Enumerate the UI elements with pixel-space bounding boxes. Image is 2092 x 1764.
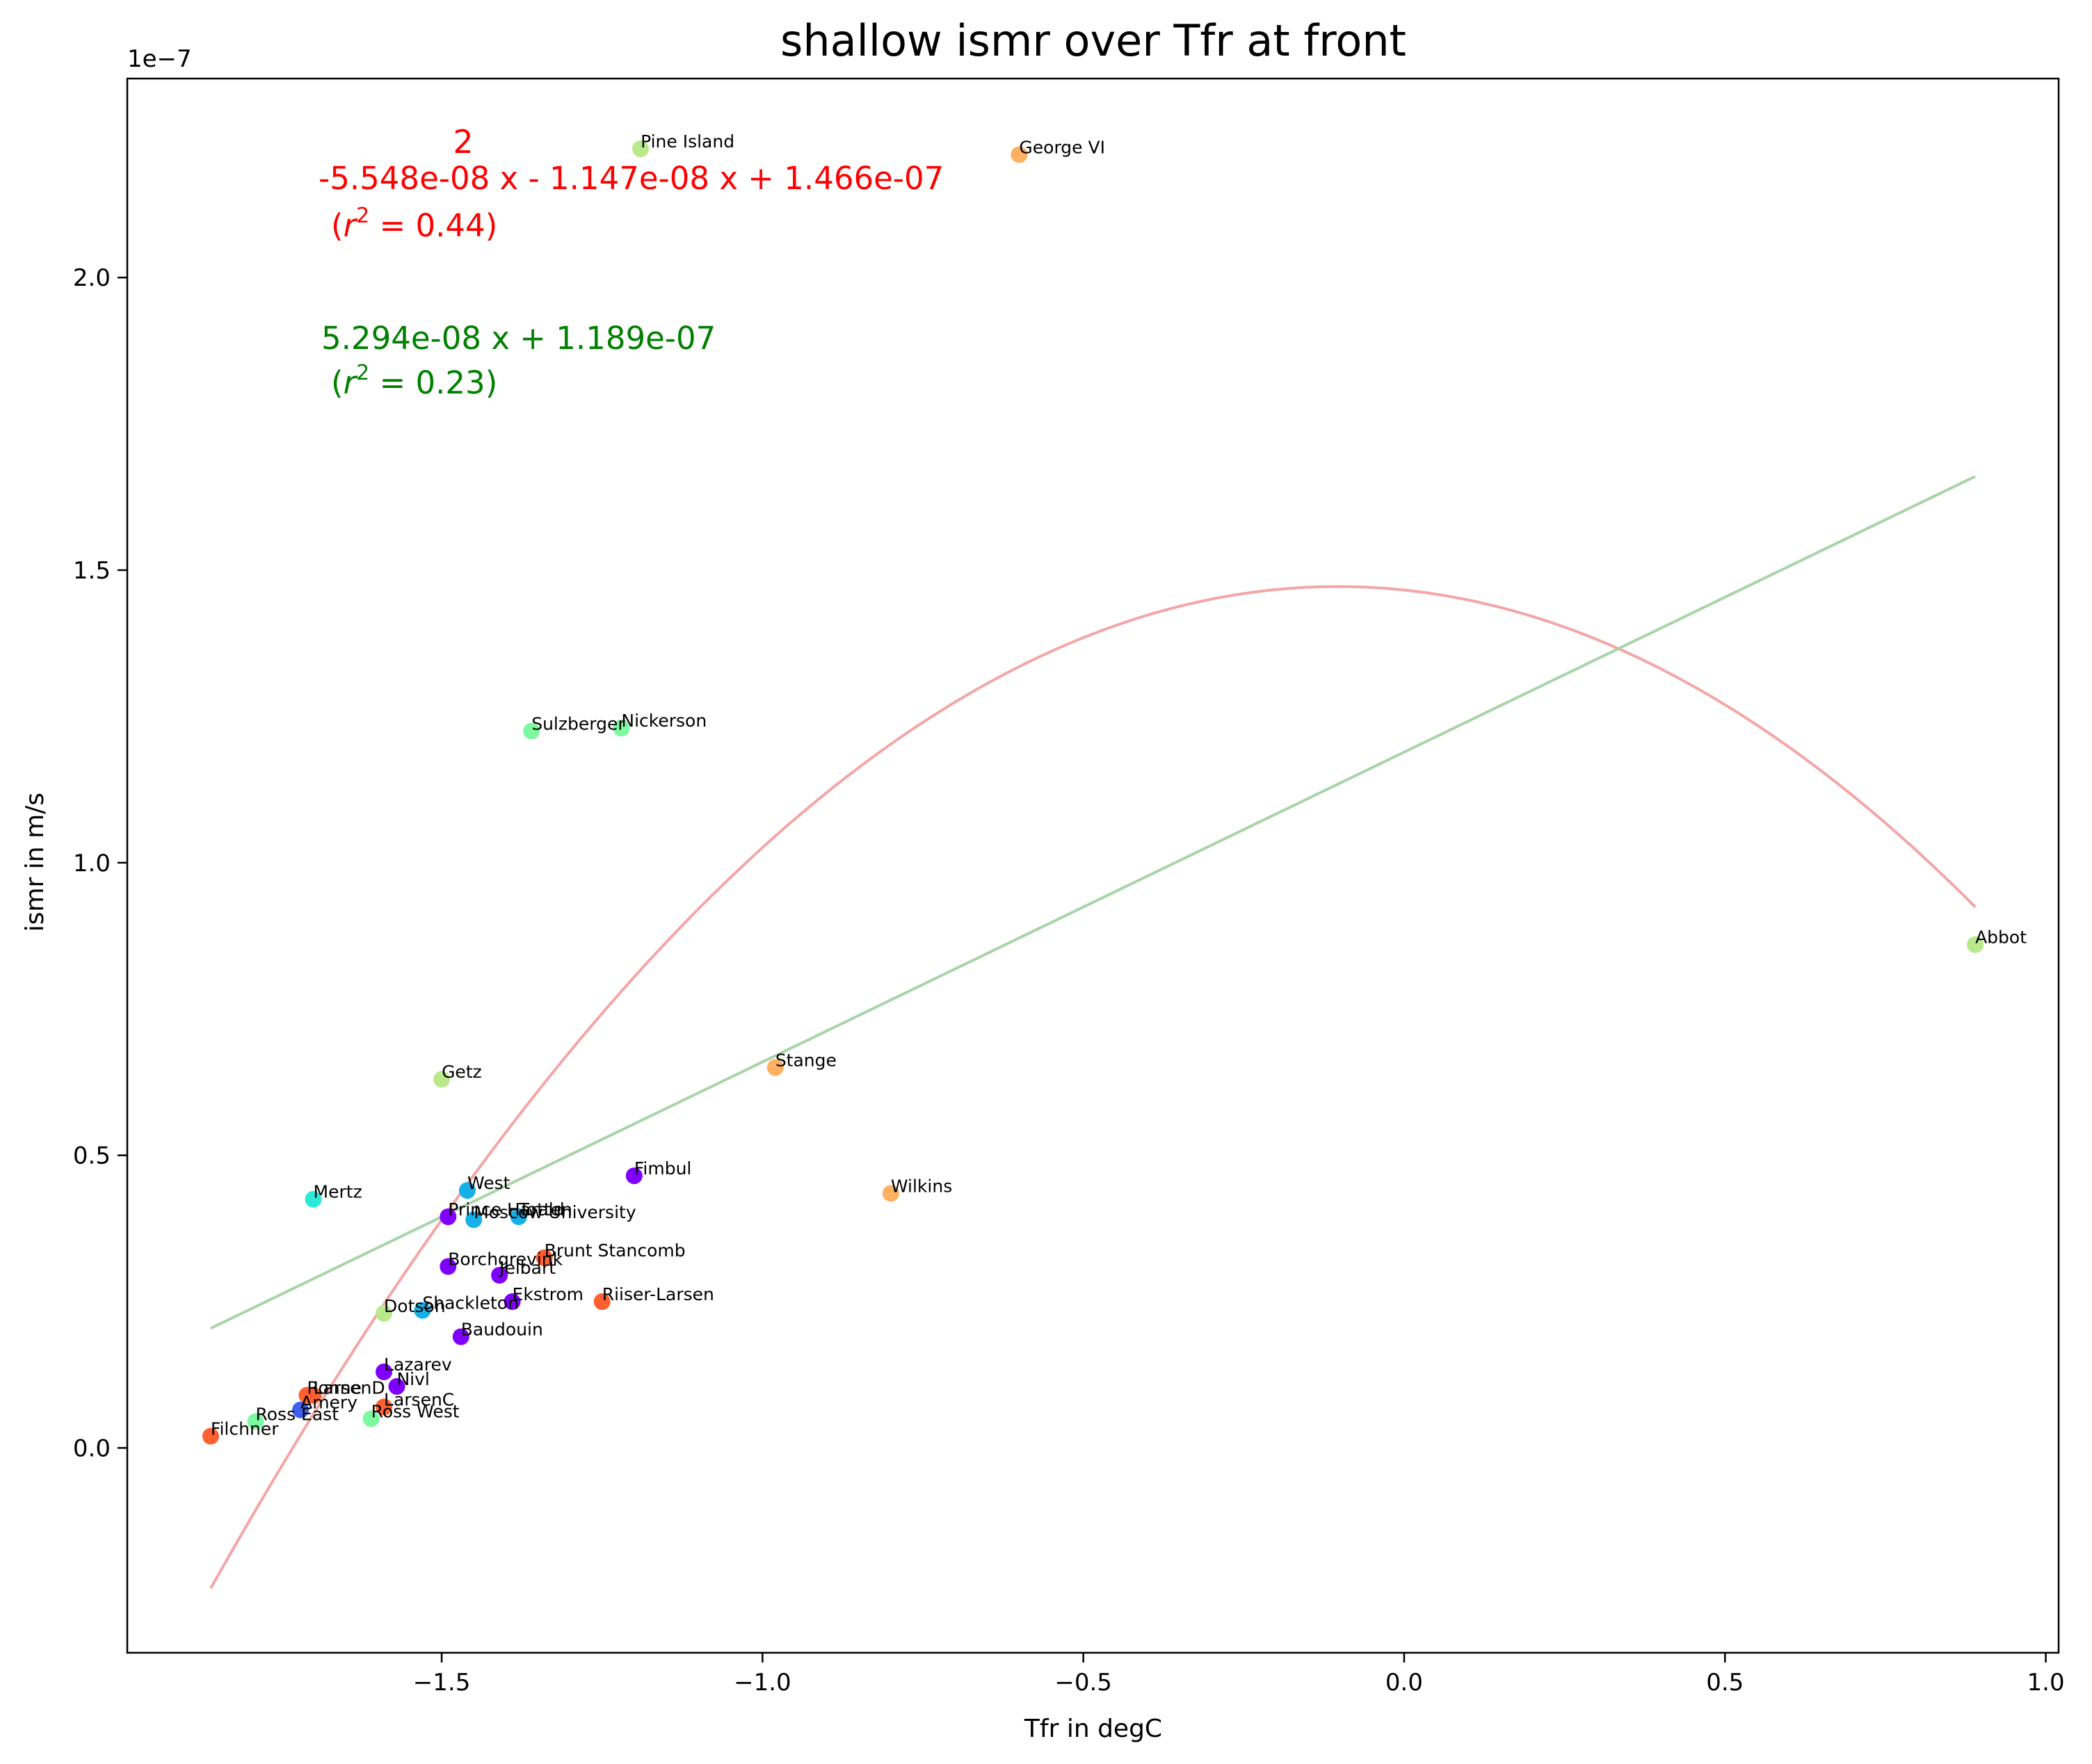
point-label: Pine Island	[641, 131, 734, 152]
linear-fit-r2: (r2 = 0.23)	[331, 361, 497, 401]
data-point	[882, 1185, 899, 1202]
scatter-points	[202, 140, 1984, 1445]
point-label: Amery	[300, 1393, 357, 1413]
data-point	[440, 1208, 457, 1225]
point-label: Lazarev	[384, 1354, 452, 1375]
x-tick-label: −1.5	[413, 1669, 471, 1697]
data-point	[625, 1167, 643, 1185]
point-label: Filchner	[211, 1419, 279, 1439]
data-point	[523, 722, 540, 740]
point-label: Brunt Stancomb	[545, 1240, 686, 1261]
point-label: Riiser-Larsen	[602, 1284, 714, 1304]
point-label: Jelbart	[498, 1258, 556, 1278]
point-label: Stange	[775, 1050, 837, 1070]
point-label: Nickerson	[621, 711, 707, 731]
x-axis-label: Tfr in degC	[1024, 1715, 1162, 1743]
point-label: Getz	[442, 1062, 482, 1082]
point-label: Shackleton	[422, 1293, 519, 1313]
data-point	[433, 1071, 451, 1088]
point-labels: Pine Island George VI Abbot SulzbergerNicke…	[211, 131, 2027, 1439]
point-label: LarsenC	[384, 1390, 454, 1410]
point-label: Ekstrom	[513, 1284, 584, 1304]
point-label: Abbot	[1975, 928, 2027, 948]
point-label: Ross West	[371, 1401, 460, 1421]
x-axis-ticks: −1.5 −1.0 −0.5 0.0 0.5 1.0	[413, 1653, 2065, 1697]
point-label: Nivl	[396, 1369, 429, 1389]
y-tick-label: 0.0	[73, 1434, 111, 1462]
point-label: Ronne	[307, 1378, 362, 1398]
point-label: Dotson	[384, 1296, 446, 1316]
data-point	[305, 1190, 322, 1208]
data-point	[376, 1364, 393, 1381]
x-tick-label: 0.0	[1385, 1669, 1423, 1697]
quadratic-fit-r2: (r2 = 0.44)	[331, 204, 497, 244]
data-point	[632, 140, 650, 157]
point-label: George VI	[1019, 137, 1105, 157]
data-point	[536, 1249, 553, 1266]
data-point	[458, 1182, 476, 1199]
point-label: Mertz	[314, 1182, 362, 1202]
fit-lines	[209, 475, 1977, 1589]
data-point	[452, 1328, 469, 1345]
point-label: Sulzberger	[531, 713, 625, 734]
data-point	[298, 1386, 316, 1404]
data-point	[440, 1258, 457, 1275]
data-point	[376, 1304, 393, 1322]
linear-fit-equation: 5.294e-08 x + 1.189e-07	[321, 320, 716, 357]
y-tick-label: 2.0	[73, 264, 111, 292]
point-label: West	[467, 1173, 510, 1193]
quadratic-fit-equation: -5.548e-08 x - 1.147e-08 x + 1.466e-07	[319, 160, 944, 197]
data-point	[766, 1059, 784, 1076]
data-point	[593, 1293, 611, 1311]
x-tick-label: 1.0	[2027, 1669, 2065, 1697]
point-label: Moscow University	[474, 1202, 636, 1222]
x-tick-label: 0.5	[1706, 1669, 1744, 1697]
data-point	[414, 1302, 431, 1319]
point-label: Wilkins	[891, 1176, 952, 1196]
linear-fit-annotation: 5.294e-08 x + 1.189e-07 (r2 = 0.23)	[321, 320, 716, 401]
point-label: Prince Harald	[448, 1199, 564, 1220]
data-point	[465, 1211, 483, 1229]
point-label: Fimbul	[634, 1158, 692, 1179]
data-point	[510, 1208, 527, 1225]
point-label: LarsenD	[314, 1378, 385, 1398]
plot-frame	[126, 77, 2060, 1654]
y-tick-label: 1.5	[73, 557, 111, 585]
chart-title: shallow ismr over Tfr at front	[780, 15, 1406, 66]
x-tick-label: −0.5	[1054, 1669, 1112, 1697]
y-tick-label: 1.0	[73, 850, 111, 877]
data-point	[491, 1267, 508, 1284]
linear-fit-line	[210, 475, 1976, 1330]
data-point	[376, 1398, 393, 1416]
quadratic-fit-line	[209, 585, 1977, 1589]
data-point	[613, 720, 630, 737]
y-tick-label: 0.5	[73, 1142, 111, 1170]
data-point	[202, 1427, 219, 1445]
quadratic-fit-exponent: 2	[453, 123, 473, 161]
data-point	[362, 1410, 380, 1427]
data-point	[504, 1293, 521, 1311]
data-point	[1011, 146, 1028, 163]
x-tick-label: −1.0	[734, 1669, 791, 1697]
data-point	[292, 1401, 309, 1418]
y-axis-offset-label: 1e−7	[127, 45, 192, 73]
point-label: Borchgrevink	[448, 1249, 563, 1270]
data-point	[247, 1413, 264, 1430]
point-label: Ross East	[256, 1405, 339, 1425]
point-label: Baudouin	[461, 1320, 543, 1340]
y-axis-ticks: 0.0 0.5 1.0 1.5 2.0	[73, 264, 127, 1462]
y-axis-label: ismr in m/s	[21, 793, 49, 932]
quadratic-fit-annotation: 2 -5.548e-08 x - 1.147e-08 x + 1.466e-07…	[319, 123, 944, 244]
data-point	[388, 1378, 405, 1395]
data-point	[1967, 936, 1984, 953]
point-label: Totten	[518, 1199, 572, 1220]
